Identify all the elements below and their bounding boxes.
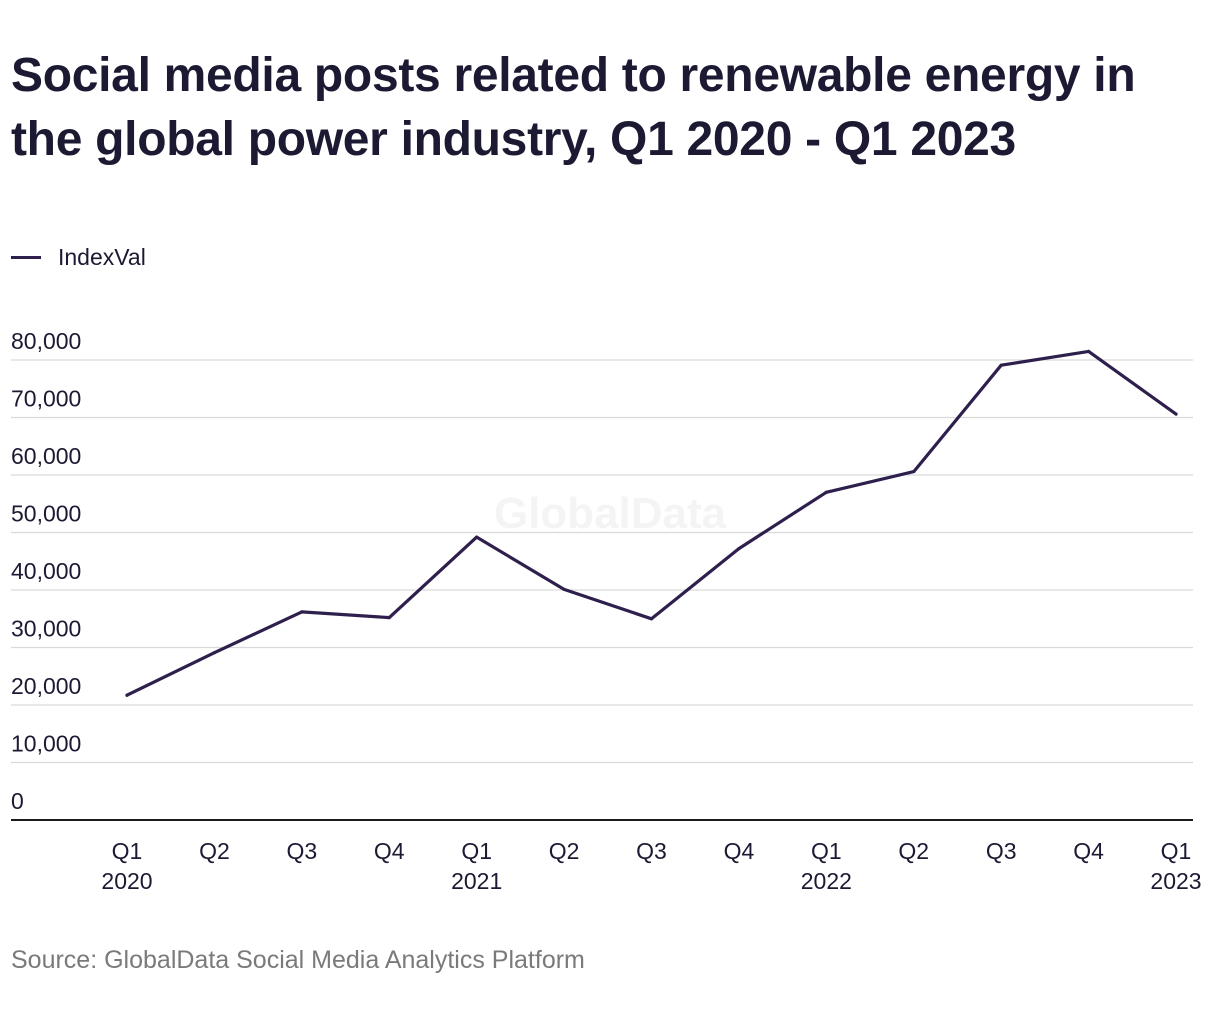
x-tick-label: Q4 [374,838,405,864]
data-point [1086,349,1091,353]
y-tick-label: 30,000 [11,616,81,642]
y-tick-label: 40,000 [11,558,81,584]
legend-swatch [11,255,41,259]
x-tick-label: Q2 [898,838,929,864]
source-note: Source: GlobalData Social Media Analytic… [11,946,585,974]
x-tick-label: Q1 [112,838,143,864]
y-tick-label: 80,000 [11,328,81,354]
data-point [649,617,654,621]
y-tick-label: 70,000 [11,386,81,412]
x-tick-year-label: 2022 [801,868,852,894]
data-point [562,587,566,592]
x-tick-label: Q3 [986,838,1017,864]
data-point [125,693,129,697]
x-tick-label: Q2 [199,838,230,864]
y-tick-label: 60,000 [11,443,81,469]
x-tick-year-label: 2021 [451,868,502,894]
y-tick-label: 10,000 [11,731,81,757]
data-point [475,535,479,539]
data-point [1174,412,1178,416]
data-point [824,490,828,494]
data-point [912,469,916,474]
x-tick-label: Q1 [811,838,842,864]
x-tick-label: Q1 [461,838,492,864]
x-tick-year-label: 2020 [101,868,152,894]
watermark: GlobalData [494,489,727,538]
x-tick-label: Q3 [636,838,667,864]
data-point [300,610,304,614]
legend: IndexVal [11,243,146,271]
y-tick-label: 0 [11,788,24,814]
chart-title: Social media posts related to renewable … [11,49,1136,166]
data-point [212,651,217,655]
line-chart: GlobalData 0 10,000 20,000 30,000 40,000 50,00… [11,328,1202,894]
data-point [387,616,391,620]
legend-label: IndexVal [58,243,146,270]
x-tick-label: Q2 [549,838,580,864]
x-tick-label: Q1 [1161,838,1192,864]
x-tick-label: Q3 [286,838,317,864]
x-tick-label: Q4 [724,838,755,864]
data-point [999,363,1003,367]
data-point [737,547,741,551]
x-tick-year-label: 2023 [1150,868,1201,894]
y-tick-label: 50,000 [11,501,81,527]
y-tick-label: 20,000 [11,673,81,699]
x-tick-label: Q4 [1073,838,1104,864]
